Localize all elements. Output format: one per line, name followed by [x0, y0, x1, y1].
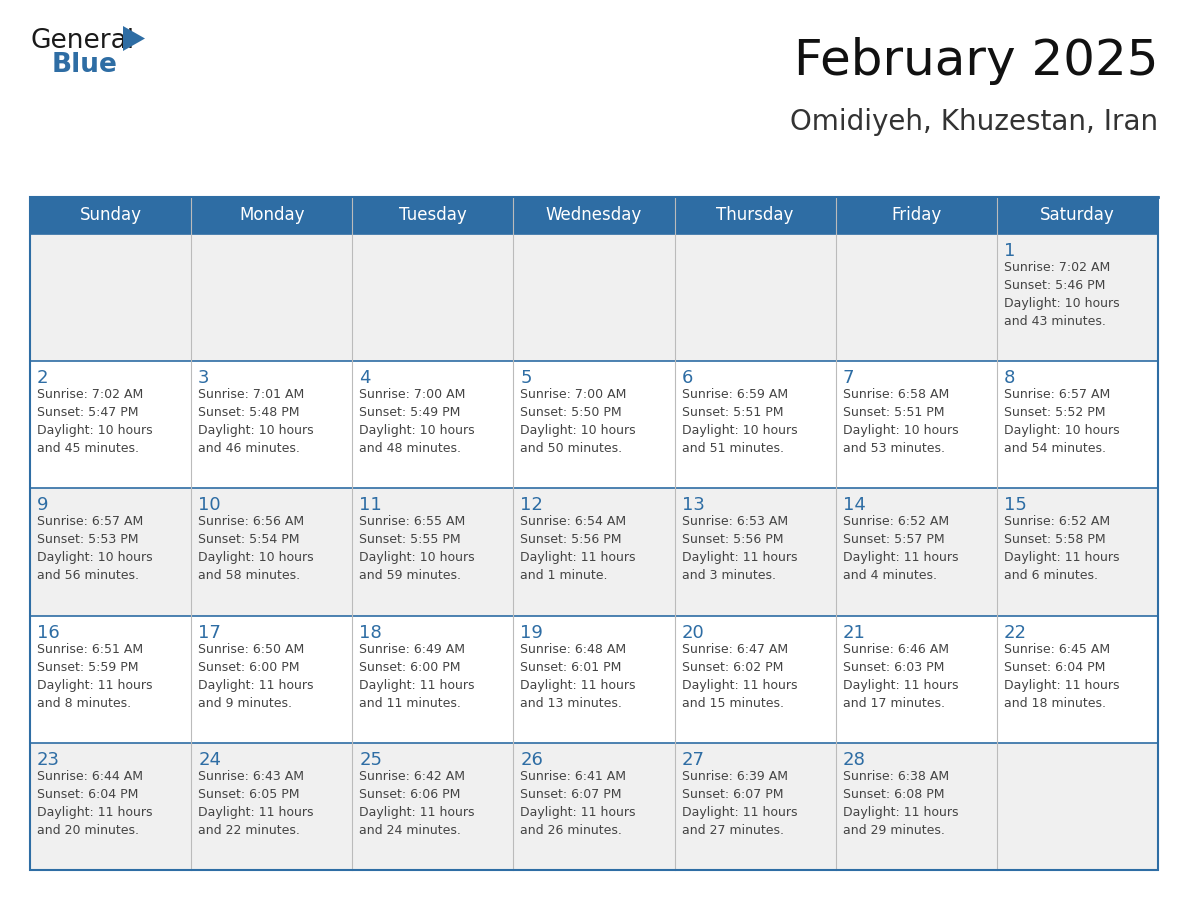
Bar	[30, 234, 1158, 361]
Text: Friday: Friday	[891, 207, 941, 225]
Text: Saturday: Saturday	[1040, 207, 1114, 225]
Text: General: General	[30, 28, 134, 54]
Text: Sunrise: 7:02 AM
Sunset: 5:47 PM
Daylight: 10 hours
and 45 minutes.: Sunrise: 7:02 AM Sunset: 5:47 PM Dayligh…	[37, 388, 152, 455]
Text: 13: 13	[682, 497, 704, 514]
Text: Sunrise: 6:58 AM
Sunset: 5:51 PM
Daylight: 10 hours
and 53 minutes.: Sunrise: 6:58 AM Sunset: 5:51 PM Dayligh…	[842, 388, 959, 455]
Text: 16: 16	[37, 623, 59, 642]
Text: Sunrise: 6:39 AM
Sunset: 6:07 PM
Daylight: 11 hours
and 27 minutes.: Sunrise: 6:39 AM Sunset: 6:07 PM Dayligh…	[682, 770, 797, 837]
Text: 17: 17	[198, 623, 221, 642]
Text: Sunrise: 6:55 AM
Sunset: 5:55 PM
Daylight: 10 hours
and 59 minutes.: Sunrise: 6:55 AM Sunset: 5:55 PM Dayligh…	[359, 515, 475, 582]
Bar	[30, 197, 1158, 870]
Text: Wednesday: Wednesday	[545, 207, 643, 225]
Text: Sunrise: 6:49 AM
Sunset: 6:00 PM
Daylight: 11 hours
and 11 minutes.: Sunrise: 6:49 AM Sunset: 6:00 PM Dayligh…	[359, 643, 475, 710]
Bar	[30, 488, 1158, 616]
Text: Sunrise: 6:56 AM
Sunset: 5:54 PM
Daylight: 10 hours
and 58 minutes.: Sunrise: 6:56 AM Sunset: 5:54 PM Dayligh…	[198, 515, 314, 582]
Text: Monday: Monday	[239, 207, 304, 225]
Text: 5: 5	[520, 369, 532, 387]
Text: Sunrise: 6:54 AM
Sunset: 5:56 PM
Daylight: 11 hours
and 1 minute.: Sunrise: 6:54 AM Sunset: 5:56 PM Dayligh…	[520, 515, 636, 582]
Text: Sunrise: 6:47 AM
Sunset: 6:02 PM
Daylight: 11 hours
and 15 minutes.: Sunrise: 6:47 AM Sunset: 6:02 PM Dayligh…	[682, 643, 797, 710]
Text: Sunrise: 6:41 AM
Sunset: 6:07 PM
Daylight: 11 hours
and 26 minutes.: Sunrise: 6:41 AM Sunset: 6:07 PM Dayligh…	[520, 770, 636, 837]
Text: 1: 1	[1004, 242, 1016, 260]
Text: February 2025: February 2025	[794, 37, 1158, 85]
Text: Tuesday: Tuesday	[399, 207, 467, 225]
Text: Sunrise: 6:38 AM
Sunset: 6:08 PM
Daylight: 11 hours
and 29 minutes.: Sunrise: 6:38 AM Sunset: 6:08 PM Dayligh…	[842, 770, 959, 837]
Text: Blue: Blue	[52, 52, 118, 78]
Text: 22: 22	[1004, 623, 1026, 642]
Text: 11: 11	[359, 497, 383, 514]
Text: 14: 14	[842, 497, 866, 514]
Text: 15: 15	[1004, 497, 1026, 514]
Text: 20: 20	[682, 623, 704, 642]
Text: 27: 27	[682, 751, 704, 768]
Text: Sunrise: 6:45 AM
Sunset: 6:04 PM
Daylight: 11 hours
and 18 minutes.: Sunrise: 6:45 AM Sunset: 6:04 PM Dayligh…	[1004, 643, 1119, 710]
Text: Sunrise: 6:52 AM
Sunset: 5:58 PM
Daylight: 11 hours
and 6 minutes.: Sunrise: 6:52 AM Sunset: 5:58 PM Dayligh…	[1004, 515, 1119, 582]
Text: 25: 25	[359, 751, 383, 768]
Text: Sunrise: 6:52 AM
Sunset: 5:57 PM
Daylight: 11 hours
and 4 minutes.: Sunrise: 6:52 AM Sunset: 5:57 PM Dayligh…	[842, 515, 959, 582]
Text: Sunrise: 6:57 AM
Sunset: 5:53 PM
Daylight: 10 hours
and 56 minutes.: Sunrise: 6:57 AM Sunset: 5:53 PM Dayligh…	[37, 515, 152, 582]
Text: Sunrise: 6:51 AM
Sunset: 5:59 PM
Daylight: 11 hours
and 8 minutes.: Sunrise: 6:51 AM Sunset: 5:59 PM Dayligh…	[37, 643, 152, 710]
Text: Sunrise: 6:46 AM
Sunset: 6:03 PM
Daylight: 11 hours
and 17 minutes.: Sunrise: 6:46 AM Sunset: 6:03 PM Dayligh…	[842, 643, 959, 710]
Text: Omidiyeh, Khuzestan, Iran: Omidiyeh, Khuzestan, Iran	[790, 108, 1158, 136]
Text: Sunrise: 6:48 AM
Sunset: 6:01 PM
Daylight: 11 hours
and 13 minutes.: Sunrise: 6:48 AM Sunset: 6:01 PM Dayligh…	[520, 643, 636, 710]
Text: 12: 12	[520, 497, 543, 514]
Text: Sunrise: 6:50 AM
Sunset: 6:00 PM
Daylight: 11 hours
and 9 minutes.: Sunrise: 6:50 AM Sunset: 6:00 PM Dayligh…	[198, 643, 314, 710]
Text: Sunrise: 6:53 AM
Sunset: 5:56 PM
Daylight: 11 hours
and 3 minutes.: Sunrise: 6:53 AM Sunset: 5:56 PM Dayligh…	[682, 515, 797, 582]
Text: Thursday: Thursday	[716, 207, 794, 225]
Text: 19: 19	[520, 623, 543, 642]
Text: Sunrise: 7:00 AM
Sunset: 5:49 PM
Daylight: 10 hours
and 48 minutes.: Sunrise: 7:00 AM Sunset: 5:49 PM Dayligh…	[359, 388, 475, 455]
Text: Sunrise: 6:42 AM
Sunset: 6:06 PM
Daylight: 11 hours
and 24 minutes.: Sunrise: 6:42 AM Sunset: 6:06 PM Dayligh…	[359, 770, 475, 837]
Text: Sunrise: 6:44 AM
Sunset: 6:04 PM
Daylight: 11 hours
and 20 minutes.: Sunrise: 6:44 AM Sunset: 6:04 PM Dayligh…	[37, 770, 152, 837]
Text: 21: 21	[842, 623, 866, 642]
Bar	[30, 616, 1158, 743]
Text: Sunrise: 6:43 AM
Sunset: 6:05 PM
Daylight: 11 hours
and 22 minutes.: Sunrise: 6:43 AM Sunset: 6:05 PM Dayligh…	[198, 770, 314, 837]
Bar	[30, 361, 1158, 488]
Text: Sunday: Sunday	[80, 207, 141, 225]
Text: 8: 8	[1004, 369, 1016, 387]
Text: 7: 7	[842, 369, 854, 387]
Text: Sunrise: 7:01 AM
Sunset: 5:48 PM
Daylight: 10 hours
and 46 minutes.: Sunrise: 7:01 AM Sunset: 5:48 PM Dayligh…	[198, 388, 314, 455]
Text: 24: 24	[198, 751, 221, 768]
Text: 3: 3	[198, 369, 209, 387]
Text: 9: 9	[37, 497, 49, 514]
Bar	[30, 743, 1158, 870]
Text: Sunrise: 6:57 AM
Sunset: 5:52 PM
Daylight: 10 hours
and 54 minutes.: Sunrise: 6:57 AM Sunset: 5:52 PM Dayligh…	[1004, 388, 1119, 455]
Text: 23: 23	[37, 751, 61, 768]
Polygon shape	[124, 26, 145, 51]
Text: 2: 2	[37, 369, 49, 387]
Text: 26: 26	[520, 751, 543, 768]
Text: Sunrise: 7:02 AM
Sunset: 5:46 PM
Daylight: 10 hours
and 43 minutes.: Sunrise: 7:02 AM Sunset: 5:46 PM Dayligh…	[1004, 261, 1119, 328]
Text: Sunrise: 6:59 AM
Sunset: 5:51 PM
Daylight: 10 hours
and 51 minutes.: Sunrise: 6:59 AM Sunset: 5:51 PM Dayligh…	[682, 388, 797, 455]
Text: 28: 28	[842, 751, 866, 768]
Text: 10: 10	[198, 497, 221, 514]
Bar	[30, 197, 1158, 234]
Text: 4: 4	[359, 369, 371, 387]
Text: Sunrise: 7:00 AM
Sunset: 5:50 PM
Daylight: 10 hours
and 50 minutes.: Sunrise: 7:00 AM Sunset: 5:50 PM Dayligh…	[520, 388, 636, 455]
Text: 18: 18	[359, 623, 383, 642]
Text: 6: 6	[682, 369, 693, 387]
